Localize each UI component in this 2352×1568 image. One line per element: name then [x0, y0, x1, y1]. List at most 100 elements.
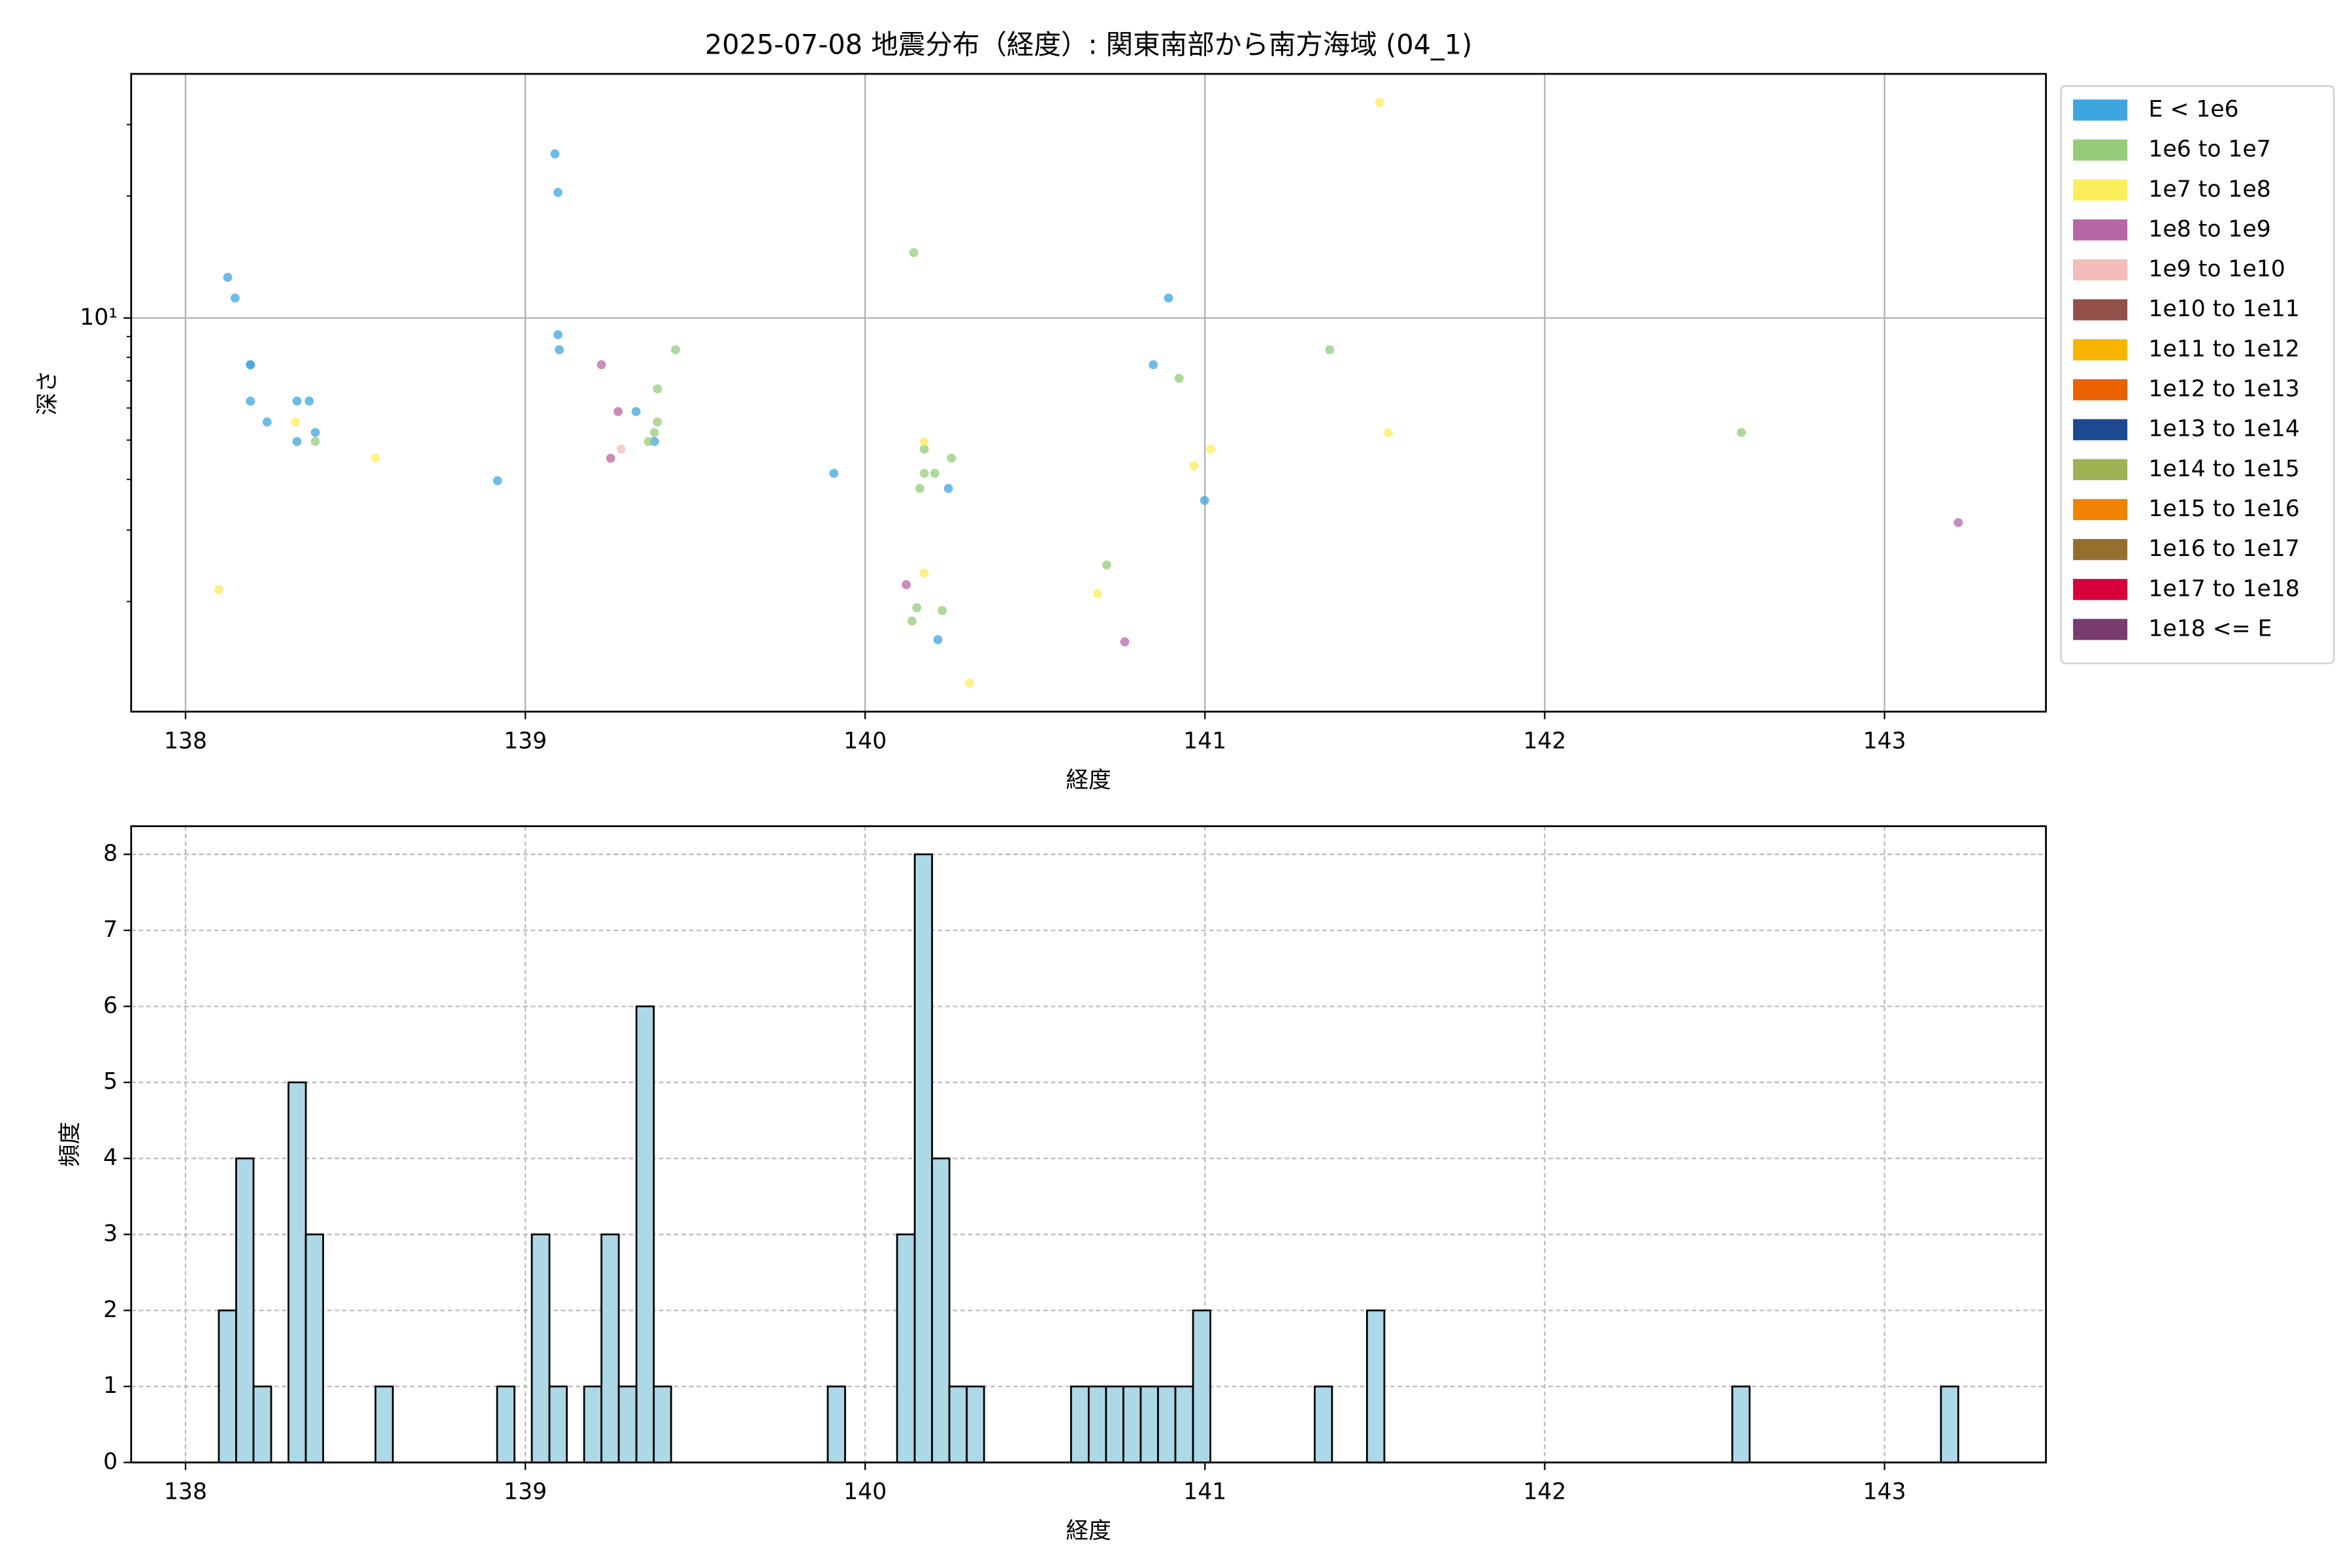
y-tick-label: 7: [103, 917, 118, 943]
x-tick-label: 139: [504, 728, 547, 754]
point: [262, 417, 272, 427]
y-axis-label: 頻度: [57, 1122, 83, 1167]
bar: [1105, 1385, 1124, 1463]
plot-frame: [130, 73, 2047, 713]
point: [1325, 345, 1335, 355]
point: [947, 453, 956, 463]
point: [493, 476, 502, 485]
point: [909, 248, 919, 257]
legend-label: 1e11 to 1e12: [2148, 336, 2299, 362]
bar: [1174, 1385, 1194, 1463]
point: [550, 149, 560, 159]
legend-label: 1e13 to 1e14: [2148, 416, 2299, 442]
bar: [496, 1385, 515, 1463]
legend-label: 1e10 to 1e11: [2148, 296, 2299, 322]
point: [631, 406, 641, 416]
x-axis-label: 経度: [1066, 767, 1111, 793]
bar: [1139, 1385, 1159, 1463]
legend-swatch: [2073, 259, 2128, 281]
point: [370, 453, 380, 463]
bar: [374, 1385, 394, 1463]
bar: [1088, 1385, 1107, 1463]
x-tick-label: 140: [843, 728, 887, 754]
y-tick-label: 3: [103, 1220, 118, 1247]
legend-swatch: [2073, 579, 2128, 600]
x-tick-label: 142: [1523, 1479, 1566, 1505]
y-tick-label: 0: [103, 1448, 118, 1475]
legend-box: [2060, 85, 2335, 664]
point: [671, 345, 680, 355]
legend-swatch: [2073, 299, 2128, 321]
point: [223, 272, 233, 282]
bar: [1365, 1309, 1386, 1463]
point: [214, 585, 223, 595]
point: [943, 483, 953, 493]
y-tick-label: 8: [103, 841, 118, 867]
x-tick-label: 138: [164, 1479, 207, 1505]
legend-swatch: [2073, 379, 2128, 400]
legend-label: 1e17 to 1e18: [2148, 576, 2299, 602]
bar: [948, 1385, 968, 1463]
bar: [304, 1233, 325, 1463]
point: [1149, 360, 1158, 370]
legend-swatch: [2073, 339, 2128, 361]
point: [1737, 428, 1746, 437]
bar: [235, 1157, 255, 1463]
point: [292, 396, 302, 406]
y-tick-label: 6: [103, 992, 118, 1019]
point: [596, 360, 606, 370]
point: [1189, 461, 1199, 470]
point: [553, 188, 563, 197]
x-tick-label: 143: [1863, 1479, 1906, 1505]
x-tick-label: 141: [1183, 728, 1226, 754]
x-tick-label: 143: [1863, 728, 1906, 754]
point: [912, 603, 922, 613]
legend-swatch: [2073, 179, 2128, 201]
point: [1953, 517, 1963, 527]
legend-swatch: [2073, 459, 2128, 480]
point: [613, 406, 623, 416]
legend-label: 1e9 to 1e10: [2148, 256, 2285, 282]
bar: [635, 1005, 655, 1463]
point: [230, 293, 240, 303]
point: [246, 396, 255, 406]
bar: [931, 1157, 951, 1463]
point: [555, 345, 564, 355]
legend-label: 1e12 to 1e13: [2148, 376, 2299, 402]
plot-frame: [130, 825, 2047, 1463]
point: [902, 580, 911, 589]
x-tick-label: 138: [164, 728, 207, 754]
point: [964, 678, 974, 688]
point: [1174, 374, 1184, 384]
bar: [653, 1385, 672, 1463]
bar: [600, 1233, 620, 1463]
point: [653, 384, 662, 394]
legend-swatch: [2073, 219, 2128, 241]
bar: [252, 1385, 272, 1463]
point: [915, 483, 924, 493]
bar: [1940, 1385, 1959, 1463]
bar: [583, 1385, 602, 1463]
legend-swatch: [2073, 419, 2128, 440]
point: [919, 568, 929, 578]
point: [644, 436, 653, 446]
point: [310, 428, 320, 437]
legend-label: 1e8 to 1e9: [2148, 216, 2270, 242]
bar: [896, 1233, 916, 1463]
point: [1200, 496, 1209, 505]
bar: [966, 1385, 985, 1463]
legend-label: 1e18 <= E: [2148, 615, 2272, 642]
chart-title: 2025-07-08 地震分布（経度）: 関東南部から南方海域 (04_1): [705, 29, 1473, 61]
legend-label: 1e15 to 1e16: [2148, 496, 2299, 522]
y-tick-label: 5: [103, 1069, 118, 1095]
point: [616, 444, 626, 454]
legend-swatch: [2073, 99, 2128, 121]
bar: [548, 1385, 568, 1463]
point: [1164, 293, 1173, 303]
point: [1375, 97, 1384, 107]
legend-label: E < 1e6: [2148, 96, 2238, 122]
point: [1120, 637, 1130, 647]
